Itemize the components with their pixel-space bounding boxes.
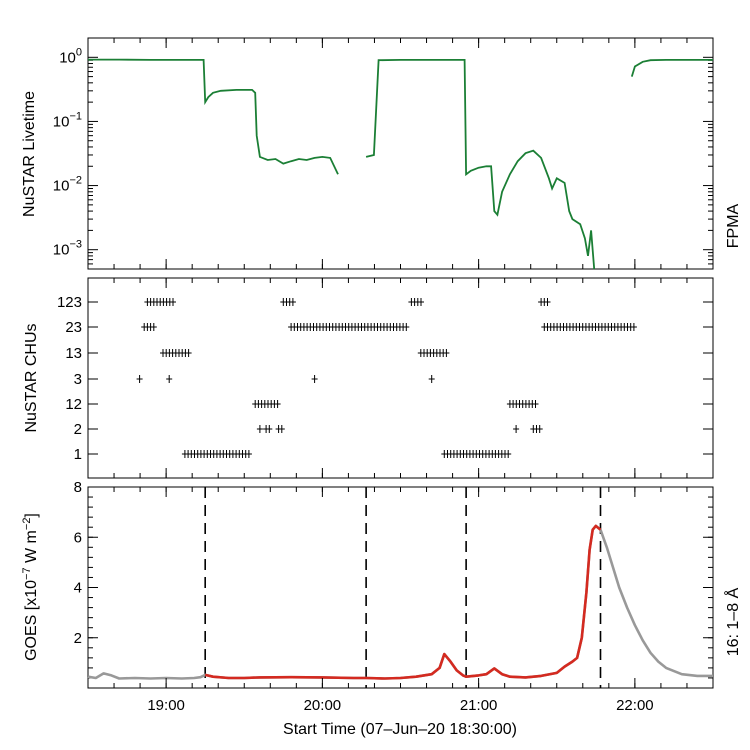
x-tick-label: 20:00 xyxy=(304,697,342,714)
fpma-livetime-line xyxy=(630,59,713,77)
chu-plus-markers xyxy=(541,323,637,331)
livetime-panel: 100 10−1 10−2 10−3 NuSTAR Livetime FPMA xyxy=(21,37,742,270)
goes-series xyxy=(87,524,713,680)
livetime-ytick-label: 10−2 xyxy=(53,175,82,195)
chu-plus-markers xyxy=(160,349,192,357)
chu-plus-markers xyxy=(141,323,157,331)
fpma-livetime-line xyxy=(365,59,596,270)
goes-ytick-label: 4 xyxy=(74,580,82,597)
chu-plus-markers xyxy=(417,349,450,357)
chu-plus-markers xyxy=(513,425,520,433)
x-tick-label: 21:00 xyxy=(460,697,498,714)
chu-plus-markers xyxy=(530,425,543,433)
livetime-ytick-label: 10−3 xyxy=(53,239,82,259)
chu-plus-markers xyxy=(280,298,296,306)
goes-flux-active-line xyxy=(204,524,602,680)
chu-plus-markers xyxy=(428,375,435,383)
livetime-ytick-label: 100 xyxy=(59,46,82,66)
chu-category-label: 12 xyxy=(65,396,82,413)
chu-category-label: 1 xyxy=(74,446,82,463)
livetime-axes-frame xyxy=(87,37,714,270)
livetime-series xyxy=(88,58,713,270)
livetime-ylabel: NuSTAR Livetime xyxy=(21,91,38,217)
chu-plus-markers xyxy=(144,298,176,306)
chu-plus-markers xyxy=(288,323,410,331)
fpma-livetime-line xyxy=(88,58,339,175)
chu-markers xyxy=(136,298,637,458)
chu-plus-markers xyxy=(252,400,281,408)
chu-plus-markers xyxy=(441,450,512,458)
goes-panel: 2 4 6 8 GOES [x10−7 W m−2] 16: 1–8 Å 19:00 2… xyxy=(21,38,742,738)
chu-category-label: 2 xyxy=(74,421,82,438)
chu-plus-markers xyxy=(166,375,173,383)
chu-plus-markers xyxy=(136,375,143,383)
goes-ytick-label: 6 xyxy=(74,529,82,546)
chu-category-label: 123 xyxy=(57,294,82,311)
livetime-ytick-label: 10−1 xyxy=(53,110,82,130)
x-tick-label: 19:00 xyxy=(147,697,185,714)
x-axis-ticks: 19:00 20:00 21:00 22:00 xyxy=(87,38,714,714)
chu-plus-markers xyxy=(181,450,252,458)
chu-plus-markers xyxy=(538,298,551,306)
flare-markers xyxy=(204,487,602,688)
livetime-ticks: 100 10−1 10−2 10−3 xyxy=(53,37,713,270)
goes-channel-label: 16: 1–8 Å xyxy=(723,587,742,656)
chu-category-label: 13 xyxy=(65,345,82,362)
x-axis-label: Start Time (07–Jun–20 18:30:00) xyxy=(283,721,517,738)
chu-plus-markers xyxy=(263,425,273,433)
chu-plus-markers xyxy=(311,375,318,383)
goes-ytick-label: 8 xyxy=(74,479,82,496)
chu-plus-markers xyxy=(408,298,424,306)
goes-flux-line xyxy=(87,524,713,680)
fpma-label: FPMA xyxy=(725,203,742,248)
chu-plus-markers xyxy=(256,425,263,433)
goes-ylabel: GOES [x10−7 W m−2] xyxy=(21,513,40,661)
chu-category-label: 3 xyxy=(74,371,82,388)
goes-ytick-label: 2 xyxy=(74,630,82,647)
chu-plus-markers xyxy=(275,425,285,433)
chu-axes-frame xyxy=(87,277,714,479)
chu-category-label: 23 xyxy=(65,319,82,336)
x-tick-label: 22:00 xyxy=(616,697,654,714)
chu-ylabel: NuSTAR CHUs xyxy=(23,323,40,432)
chu-plus-markers xyxy=(506,400,539,408)
